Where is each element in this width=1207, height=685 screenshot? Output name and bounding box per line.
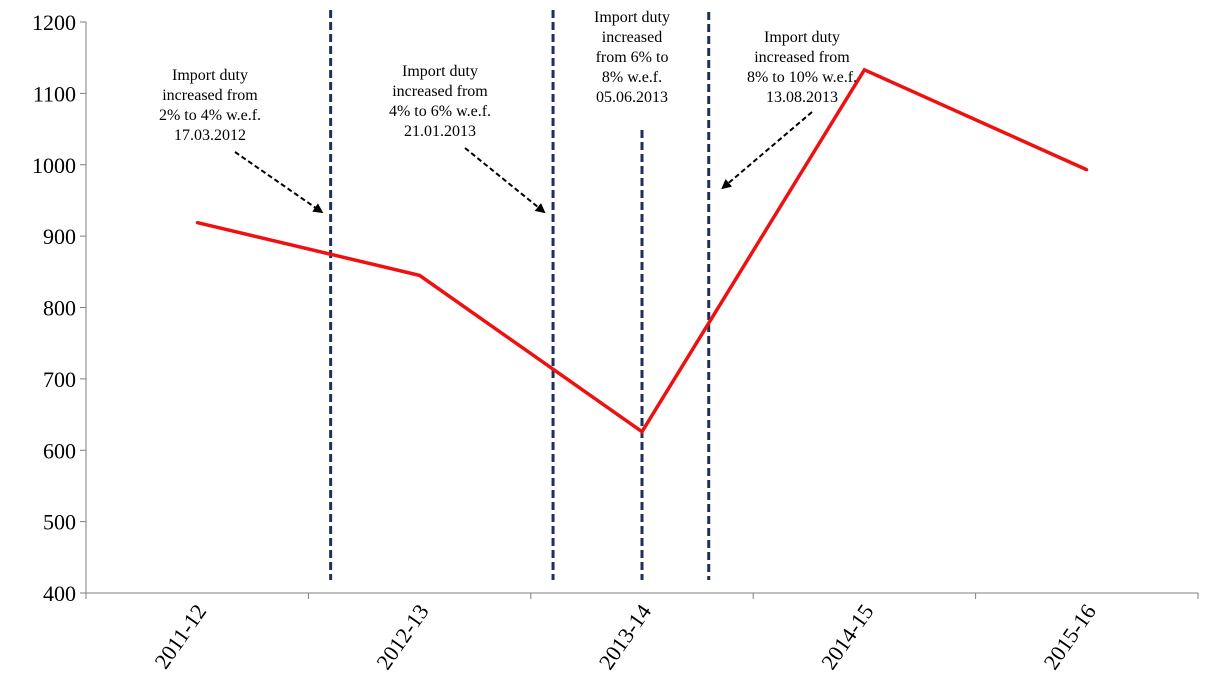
y-tick-label: 1000 bbox=[32, 153, 76, 178]
x-tick-label: 2013-14 bbox=[594, 600, 657, 674]
annotation-line: 8% to 10% w.e.f. bbox=[747, 69, 857, 86]
y-tick-label: 1200 bbox=[32, 10, 76, 35]
annotation-line: 8% w.e.f. bbox=[602, 69, 662, 86]
y-tick-label: 600 bbox=[43, 438, 76, 463]
series-point bbox=[1085, 168, 1089, 172]
annotation-line: increased from bbox=[392, 83, 488, 100]
annotation-line: 05.06.2013 bbox=[596, 89, 668, 106]
annotation-line: Import duty bbox=[594, 9, 670, 26]
annotation-arrow bbox=[464, 147, 546, 214]
series-point bbox=[195, 221, 199, 225]
x-tick-label: 2012-13 bbox=[371, 600, 434, 674]
annotation-line: increased from bbox=[162, 87, 258, 104]
duty-change-markers bbox=[329, 10, 711, 580]
y-tick-label: 800 bbox=[43, 296, 76, 321]
x-tick-label: 2014-15 bbox=[816, 600, 879, 674]
annotation: Import duty increased from 4% to 6% w.e.f.… bbox=[389, 63, 546, 214]
annotation: Import duty increased from 6% to 8% w.e.f. 0… bbox=[594, 9, 670, 106]
annotation-line: 4% to 6% w.e.f. bbox=[389, 103, 491, 120]
annotation-line: 17.03.2012 bbox=[174, 127, 246, 144]
annotation-line: Import duty bbox=[172, 67, 248, 84]
annotation-line: 21.01.2013 bbox=[404, 123, 476, 140]
x-tick-label: 2015-16 bbox=[1038, 600, 1101, 674]
series-point bbox=[418, 273, 422, 277]
x-tick-label: 2011-12 bbox=[149, 600, 211, 674]
annotation-line: Import duty bbox=[402, 63, 478, 80]
y-tick-label: 500 bbox=[43, 510, 76, 535]
y-tick-label: 1100 bbox=[33, 81, 76, 106]
annotation-line: from 6% to bbox=[596, 49, 669, 66]
annotation-line: 13.08.2013 bbox=[766, 89, 838, 106]
annotation-arrow bbox=[721, 111, 813, 190]
y-tick-label: 400 bbox=[43, 581, 76, 606]
series-point bbox=[640, 430, 644, 434]
annotation-line: increased from bbox=[754, 49, 850, 66]
annotation-line: Import duty bbox=[764, 29, 840, 46]
y-tick-label: 900 bbox=[43, 224, 76, 249]
annotation: Import duty increased from 8% to 10% w.e.f… bbox=[721, 29, 857, 190]
annotations-layer: Import duty increased from 2% to 4% w.e.f.… bbox=[159, 9, 857, 214]
annotation-line: 2% to 4% w.e.f. bbox=[159, 107, 261, 124]
annotation-arrow bbox=[234, 151, 324, 214]
annotation: Import duty increased from 2% to 4% w.e.f.… bbox=[159, 67, 324, 214]
annotation-line: increased bbox=[602, 29, 662, 46]
series-layer bbox=[195, 67, 1089, 435]
y-tick-label: 700 bbox=[43, 367, 76, 392]
series-point bbox=[862, 68, 866, 72]
